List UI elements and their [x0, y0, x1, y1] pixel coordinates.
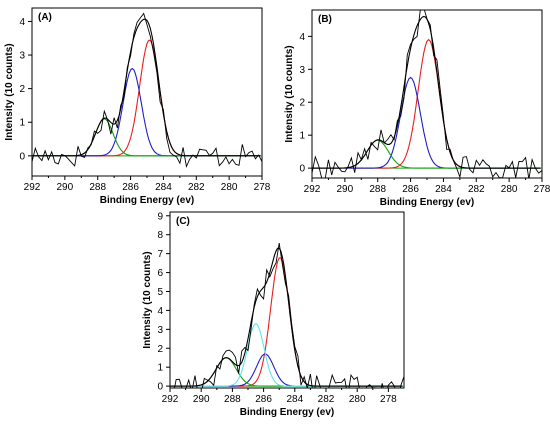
- x-tick-label: 286: [402, 184, 419, 195]
- measured-spectrum: [312, 10, 542, 178]
- y-tick-label: 4: [157, 306, 163, 317]
- y-tick-label: 4: [19, 17, 25, 28]
- y-tick-label: 3: [157, 325, 163, 336]
- chart-panel-2: 292 290 288 286 284 282 280 278 0 1 2 3 4 Binding Ene…: [284, 9, 550, 208]
- y-tick-label: 1: [299, 131, 305, 142]
- x-axis-title: Binding Energy (ev): [100, 195, 194, 206]
- y-axis-title: Intensity (10 counts): [142, 251, 153, 348]
- measured-spectrum: [174, 243, 404, 388]
- x-tick-label: 292: [24, 182, 41, 193]
- x-tick-label: 292: [304, 184, 321, 195]
- fit-envelope: [312, 15, 541, 169]
- x-tick-label: 292: [162, 394, 179, 405]
- x-tick-label: 290: [337, 184, 354, 195]
- x-tick-label: 282: [468, 184, 485, 195]
- y-tick-label: 7: [157, 249, 163, 260]
- fit-component-1: [170, 257, 403, 387]
- x-tick-label: 280: [349, 394, 366, 405]
- x-tick-label: 286: [122, 182, 139, 193]
- y-tick-label: 2: [299, 98, 305, 109]
- x-axis-title: Binding Energy (ev): [240, 407, 334, 418]
- panel-label: (C): [176, 216, 190, 227]
- panel-label: (B): [318, 14, 332, 25]
- y-tick-label: 1: [157, 363, 163, 374]
- fit-component-4: [170, 323, 403, 387]
- x-tick-label: 282: [318, 394, 335, 405]
- plot-frame: [311, 9, 543, 179]
- x-tick-label: 282: [188, 182, 205, 193]
- x-tick-label: 284: [286, 394, 303, 405]
- y-tick-label: 5: [157, 287, 163, 298]
- x-tick-label: 278: [380, 394, 397, 405]
- y-tick-label: 3: [299, 65, 305, 76]
- x-tick-label: 288: [89, 182, 106, 193]
- y-tick-label: 3: [19, 51, 25, 62]
- y-tick-label: 2: [157, 344, 163, 355]
- fit-component-2: [312, 76, 541, 169]
- y-tick-label: 0: [19, 151, 25, 162]
- fit-component-1: [312, 38, 541, 169]
- panel-label: (A): [38, 12, 52, 23]
- x-tick-label: 290: [193, 394, 210, 405]
- y-tick-label: 9: [157, 211, 163, 222]
- measured-spectrum: [32, 12, 262, 169]
- y-tick-label: 0: [157, 382, 163, 393]
- y-axis-title: Intensity (10 counts): [4, 43, 15, 140]
- fit-component-3: [32, 118, 261, 157]
- fit-component-3: [170, 357, 403, 387]
- x-tick-label: 284: [155, 182, 172, 193]
- fit-component-2: [32, 67, 261, 157]
- x-tick-label: 280: [501, 184, 518, 195]
- plot-area: [32, 12, 262, 169]
- fit-envelope: [170, 247, 403, 387]
- x-axis-title: Binding Energy (ev): [380, 197, 474, 208]
- plot-area: [312, 10, 542, 178]
- plot-area: [170, 243, 404, 388]
- x-tick-label: 286: [255, 394, 272, 405]
- fit-component-2: [170, 353, 403, 387]
- x-tick-label: 288: [369, 184, 386, 195]
- plot-frame: [169, 211, 405, 389]
- y-tick-label: 0: [299, 164, 305, 175]
- plot-frame: [31, 7, 263, 177]
- fit-component-1: [32, 39, 261, 157]
- y-tick-label: 4: [299, 32, 305, 43]
- x-tick-label: 284: [435, 184, 452, 195]
- x-tick-label: 278: [254, 182, 271, 193]
- x-tick-label: 290: [57, 182, 74, 193]
- x-tick-label: 288: [224, 394, 241, 405]
- y-tick-label: 8: [157, 230, 163, 241]
- fit-envelope: [32, 18, 261, 157]
- chart-panel-1: 292 290 288 286 284 282 280 278 0 1 2 3 4 Binding Ene…: [4, 7, 271, 206]
- chart-panel-3: 292 290 288 286 284 282 280 278 0 1 2 3 4 5 6 7 8 9 Bindin…: [142, 211, 405, 418]
- y-tick-label: 1: [19, 118, 25, 129]
- x-tick-label: 280: [221, 182, 238, 193]
- y-axis-title: Intensity (10 counts): [284, 45, 295, 142]
- x-tick-label: 278: [534, 184, 550, 195]
- y-tick-label: 6: [157, 268, 163, 279]
- y-tick-label: 2: [19, 84, 25, 95]
